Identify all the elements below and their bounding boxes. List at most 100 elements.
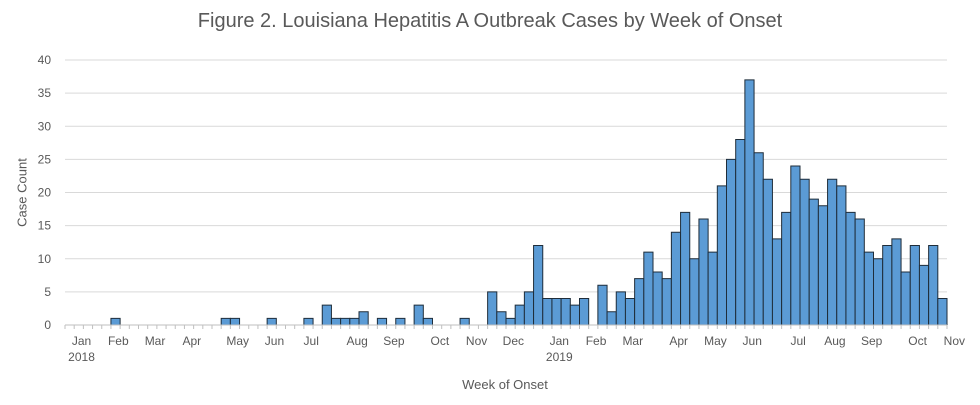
bar bbox=[560, 298, 571, 326]
bar bbox=[817, 205, 829, 326]
bar bbox=[661, 278, 672, 326]
bar bbox=[505, 317, 516, 326]
bar bbox=[358, 311, 369, 326]
x-tick-label: Nov bbox=[944, 334, 965, 348]
x-tick-label: Jun bbox=[265, 334, 284, 348]
x-tick-label: Jan bbox=[550, 334, 569, 348]
y-tick-label: 10 bbox=[38, 252, 52, 266]
bar bbox=[321, 304, 332, 326]
x-tick-label: Mar bbox=[622, 334, 643, 348]
x-year-label: 2018 bbox=[68, 350, 95, 364]
x-tick-label: Apr bbox=[182, 334, 201, 348]
x-tick-label: Jul bbox=[790, 334, 805, 348]
bar bbox=[918, 264, 930, 326]
bar bbox=[643, 251, 654, 326]
bar bbox=[569, 304, 580, 326]
x-tick-label: Oct bbox=[908, 334, 927, 348]
bar bbox=[266, 317, 277, 326]
x-tick-label: Jul bbox=[304, 334, 319, 348]
x-tick-label: Oct bbox=[431, 334, 450, 348]
bar bbox=[698, 218, 709, 326]
bar bbox=[680, 211, 691, 326]
bar bbox=[422, 317, 433, 326]
x-tick-label: Mar bbox=[145, 334, 166, 348]
bar bbox=[413, 304, 424, 326]
x-tick-label: Feb bbox=[586, 334, 607, 348]
bar bbox=[753, 152, 764, 326]
bar bbox=[496, 311, 507, 326]
bar bbox=[827, 178, 838, 326]
bar bbox=[716, 185, 727, 326]
y-tick-label: 20 bbox=[38, 186, 52, 200]
bar bbox=[110, 317, 121, 326]
bar bbox=[799, 178, 810, 326]
bar bbox=[900, 271, 911, 326]
bar bbox=[615, 291, 626, 326]
bar bbox=[726, 158, 737, 326]
bar bbox=[376, 317, 388, 326]
y-tick-label: 30 bbox=[38, 119, 52, 133]
bar bbox=[882, 245, 893, 326]
bar bbox=[652, 271, 663, 326]
y-tick-label: 0 bbox=[44, 318, 51, 332]
bar bbox=[579, 298, 590, 326]
bar bbox=[781, 211, 792, 326]
y-tick-label: 5 bbox=[44, 285, 51, 299]
bar bbox=[854, 218, 865, 326]
bar bbox=[229, 317, 241, 326]
y-tick-label: 25 bbox=[38, 152, 52, 166]
bar bbox=[487, 291, 498, 326]
x-year-label: 2019 bbox=[546, 350, 573, 364]
bar bbox=[790, 165, 801, 326]
x-tick-label: Nov bbox=[466, 334, 487, 348]
bar bbox=[744, 79, 755, 326]
bar bbox=[845, 211, 856, 326]
bar bbox=[606, 311, 617, 326]
bar bbox=[762, 178, 773, 326]
x-tick-label: Sep bbox=[383, 334, 405, 348]
bar bbox=[808, 198, 819, 326]
bar bbox=[909, 245, 920, 326]
y-tick-label: 35 bbox=[38, 86, 52, 100]
bar bbox=[707, 251, 718, 326]
bar bbox=[597, 284, 608, 326]
bar bbox=[395, 317, 406, 326]
x-tick-label: May bbox=[226, 334, 249, 348]
x-tick-label: Aug bbox=[346, 334, 367, 348]
x-tick-label: May bbox=[704, 334, 727, 348]
x-tick-label: Jan bbox=[72, 334, 91, 348]
bar bbox=[670, 231, 682, 326]
bar bbox=[735, 139, 746, 326]
y-tick-label: 15 bbox=[38, 219, 52, 233]
bar bbox=[303, 317, 314, 326]
x-tick-label: Aug bbox=[824, 334, 845, 348]
chart-title: Figure 2. Louisiana Hepatitis A Outbreak… bbox=[197, 10, 783, 32]
x-axis-label: Week of Onset bbox=[462, 377, 548, 392]
bar bbox=[689, 258, 700, 326]
y-tick-label: 40 bbox=[38, 53, 52, 67]
bar bbox=[340, 317, 351, 326]
x-tick-label: Feb bbox=[108, 334, 129, 348]
bar bbox=[533, 245, 544, 326]
bar bbox=[937, 298, 948, 326]
bar bbox=[771, 238, 783, 326]
bar bbox=[863, 251, 874, 326]
bar bbox=[624, 298, 636, 326]
bar bbox=[928, 245, 939, 326]
bar bbox=[551, 298, 562, 326]
bar bbox=[523, 291, 535, 326]
bar bbox=[220, 317, 231, 326]
bar bbox=[459, 317, 470, 326]
bar bbox=[349, 317, 360, 326]
bar bbox=[330, 317, 342, 326]
x-tick-label: Apr bbox=[669, 334, 688, 348]
x-tick-label: Sep bbox=[861, 334, 883, 348]
bar bbox=[891, 238, 902, 326]
bar bbox=[514, 304, 525, 326]
bar bbox=[836, 185, 847, 326]
x-tick-label: Jun bbox=[743, 334, 762, 348]
x-tick-label: Dec bbox=[503, 334, 524, 348]
bar bbox=[873, 258, 884, 326]
bar bbox=[634, 278, 645, 326]
